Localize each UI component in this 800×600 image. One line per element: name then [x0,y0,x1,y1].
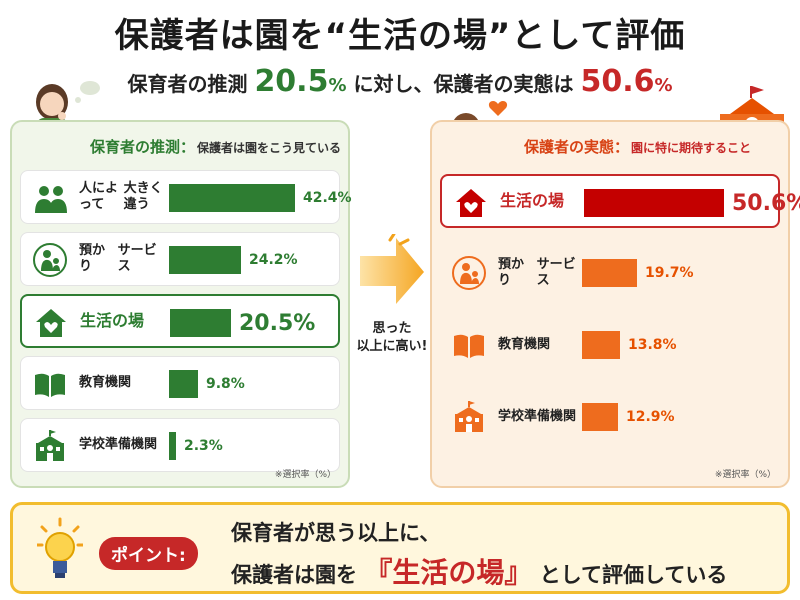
arrow-icon [360,234,424,304]
actual-bar [582,403,618,431]
house-heart-icon [36,309,66,337]
guess-bar [169,246,241,274]
guess-panel-subtitle: 保護者は園をこう見ている [197,141,342,155]
actual-bar-row: 学校準備機関 12.9% [440,390,780,444]
people-icon [35,186,67,213]
actual-category-label: 生活の場 [500,191,565,210]
actual-bar-row: 教育機関 13.8% [440,318,780,372]
actual-panel-header: 保護者の実態： 園に特に期待すること [524,136,751,157]
guess-category-label: 生活の場 [80,311,145,330]
actual-value-label: 19.7% [645,265,694,281]
actual-category-label: 預かり サービス [498,256,576,288]
guess-category-label: 人によって 大きく違う [79,180,163,212]
subtitle-value1: 20.5 [254,64,329,99]
guess-bar [169,370,198,398]
actual-category-label: 学校準備機関 [498,408,577,424]
page-title: 保護者は園を“生活の場”として評価 [114,16,686,56]
guess-category-label: 教育機関 [79,374,132,390]
guess-bar-row: 学校準備機関 2.3% [20,418,340,472]
guess-bar [169,432,176,460]
actual-panel-subtitle: 園に特に期待すること [631,141,752,155]
point-line-1: 保育者が思う以上に、 [231,521,441,545]
callout-line-1: 思った [372,321,412,336]
point-box: ポイント: 保育者が思う以上に、 保護者は園を 『生活の場』 として評価している [10,502,790,594]
guess-bar-row: 生活の場 20.5% [20,294,340,348]
subtitle-unit1: % [328,75,347,96]
lightbulb-icon [37,517,83,578]
point-line-2-pre: 保護者は園を [231,563,357,587]
subtitle-value2: 50.6 [580,64,655,99]
teacher-illustration [36,81,100,140]
comparison-callout: 思った 以上に高い! [356,320,428,356]
actual-panel-title: 保護者の実態： [524,138,630,156]
guess-value-label: 24.2% [249,252,298,268]
actual-value-label: 12.9% [626,409,675,425]
guess-bar-row: 人によって 大きく違う 42.4% [20,170,352,224]
actual-category-label: 教育機関 [498,336,551,352]
guess-value-label: 42.4% [303,190,352,206]
guess-note: ※選択率（%） [274,470,336,480]
guess-category-label: 学校準備機関 [79,436,158,452]
subtitle-unit2: % [654,75,673,96]
actual-value-label: 50.6% [732,190,800,216]
actual-bar [582,331,620,359]
point-line-2: 保護者は園を 『生活の場』 として評価している [231,551,727,591]
actual-value-label: 13.8% [628,337,677,353]
guess-category-label: 預かり サービス [79,242,157,274]
guess-panel: 保育者の推測： 保護者は園をこう見ている 人によって 大きく違う 42.4% 預かり サー… [10,120,352,488]
actual-note: ※選択率（%） [714,470,776,480]
point-line-2-highlight: 『生活の場』 [364,556,533,589]
guess-value-label: 20.5% [239,310,316,336]
guess-value-label: 9.8% [206,376,245,392]
page-subtitle: 保育者の推測 20.5% に対し、保護者の実態は 50.6% [0,64,800,99]
guess-panel-header: 保育者の推測： 保護者は園をこう見ている [90,136,341,157]
actual-bar-row: 預かり サービス 19.7% [440,246,780,300]
guess-bar [170,309,231,337]
guess-bar-row: 教育機関 9.8% [20,356,340,410]
guess-value-label: 2.3% [184,438,223,454]
book-icon [35,373,65,397]
school-icon [36,430,64,461]
point-badge: ポイント: [99,537,198,570]
parent-child-icon [452,256,486,290]
guess-bar [169,184,295,212]
actual-bar [582,259,637,287]
actual-bar-row: 生活の場 50.6% [440,174,800,228]
callout-line-2: 以上に高い! [356,339,428,355]
parent-child-icon [33,243,67,277]
school-icon [455,401,483,432]
subtitle-part1: 保育者の推測 [127,72,248,96]
guess-bar-row: 預かり サービス 24.2% [20,232,340,286]
actual-bar [584,189,724,217]
subtitle-part2: に対し、保護者の実態は [353,72,574,96]
point-line-2-post: として評価している [539,563,728,587]
guess-panel-title: 保育者の推測： [90,138,196,156]
book-icon [454,334,484,358]
house-heart-icon [456,189,486,217]
